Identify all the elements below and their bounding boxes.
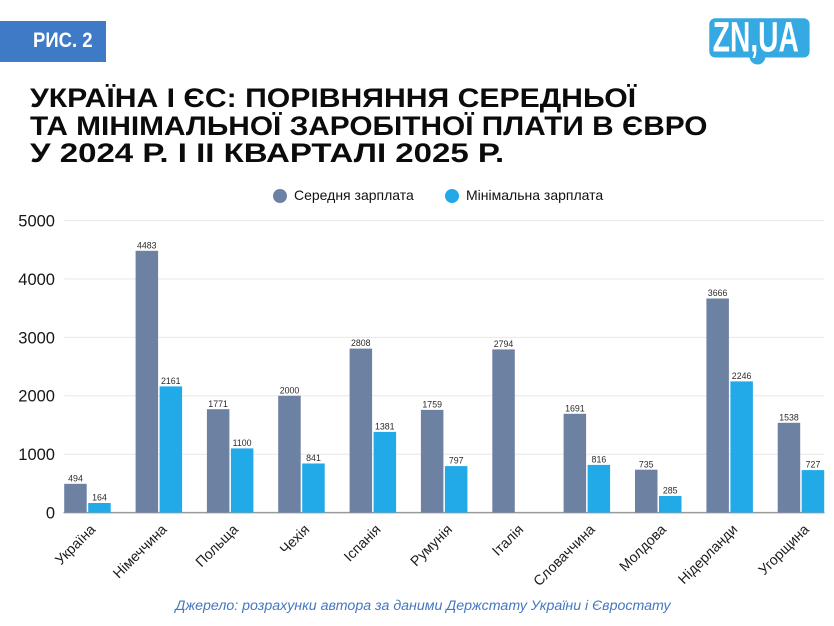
svg-text:4000: 4000 xyxy=(18,271,55,289)
svg-text:1759: 1759 xyxy=(422,400,442,410)
svg-text:4483: 4483 xyxy=(137,240,157,250)
svg-text:Словаччина: Словаччина xyxy=(531,522,599,590)
svg-text:1000: 1000 xyxy=(18,446,55,464)
svg-text:1691: 1691 xyxy=(565,403,585,413)
svg-text:1538: 1538 xyxy=(779,412,799,422)
svg-text:2000: 2000 xyxy=(18,388,55,406)
svg-text:1100: 1100 xyxy=(233,438,252,448)
svg-text:1771: 1771 xyxy=(208,399,228,409)
svg-text:841: 841 xyxy=(306,453,321,463)
svg-text:Нідерланди: Нідерланди xyxy=(675,522,741,588)
svg-text:Німеччина: Німеччина xyxy=(110,522,170,582)
svg-text:735: 735 xyxy=(639,459,654,469)
svg-text:2000: 2000 xyxy=(280,385,300,395)
svg-text:Україна: Україна xyxy=(52,522,99,569)
svg-text:494: 494 xyxy=(68,473,83,483)
svg-text:Угорщина: Угорщина xyxy=(756,522,813,579)
svg-text:Румунія: Румунія xyxy=(408,522,456,570)
svg-text:3666: 3666 xyxy=(708,288,728,298)
svg-text:3000: 3000 xyxy=(18,329,55,347)
svg-text:Молдова: Молдова xyxy=(617,522,670,575)
svg-text:797: 797 xyxy=(449,456,464,466)
svg-text:164: 164 xyxy=(92,493,107,503)
svg-text:816: 816 xyxy=(592,455,607,465)
svg-text:285: 285 xyxy=(663,486,678,496)
svg-text:Італія: Італія xyxy=(489,522,527,560)
svg-text:Чехія: Чехія xyxy=(277,522,313,558)
svg-text:Польща: Польща xyxy=(193,522,242,571)
svg-text:Іспанія: Іспанія xyxy=(341,522,384,565)
svg-text:2246: 2246 xyxy=(732,371,752,381)
svg-text:2161: 2161 xyxy=(161,376,181,386)
svg-text:5000: 5000 xyxy=(18,213,55,231)
svg-text:2808: 2808 xyxy=(351,338,371,348)
svg-text:727: 727 xyxy=(806,460,821,470)
svg-text:0: 0 xyxy=(46,505,55,523)
svg-text:2794: 2794 xyxy=(494,339,514,349)
svg-text:ZN,UA: ZN,UA xyxy=(713,13,799,62)
svg-text:1381: 1381 xyxy=(375,422,395,432)
